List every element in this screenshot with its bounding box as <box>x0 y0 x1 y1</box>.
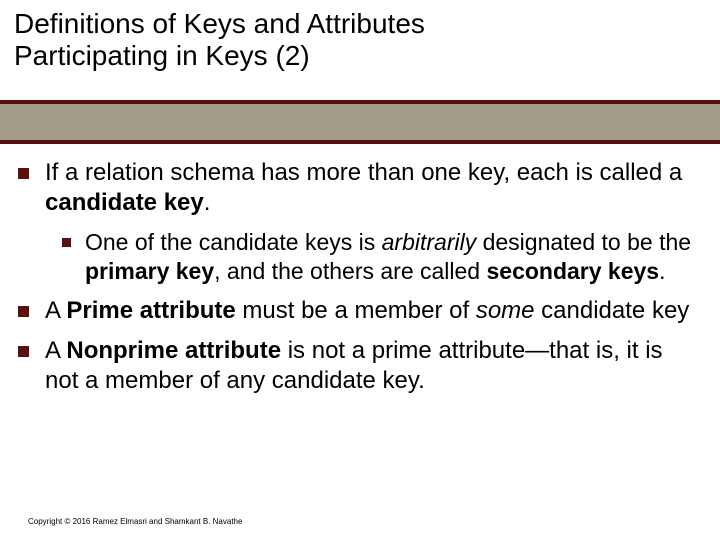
slide-body: If a relation schema has more than one k… <box>18 158 702 406</box>
text-run: , and the others are called <box>214 258 486 284</box>
bullet-text: A Prime attribute must be a member of so… <box>45 296 689 326</box>
sub-bullet-group: One of the candidate keys is arbitrarily… <box>62 228 702 286</box>
text-bold: Nonprime attribute <box>66 337 281 364</box>
text-run: . <box>659 258 665 284</box>
bullet-item-2: A Prime attribute must be a member of so… <box>18 296 702 326</box>
text-run: If a relation schema has more than one k… <box>45 159 682 186</box>
text-run: A <box>45 337 66 364</box>
text-bold: Prime attribute <box>66 297 235 324</box>
square-bullet-icon <box>62 238 71 247</box>
text-run: designated to be the <box>476 229 691 255</box>
title-line-2: Participating in Keys (2) <box>14 40 706 72</box>
slide: Definitions of Keys and Attributes Parti… <box>0 0 720 540</box>
text-italic: arbitrarily <box>382 229 477 255</box>
text-bold: candidate key <box>45 189 204 216</box>
square-bullet-icon <box>18 346 29 357</box>
bullet-item-3: A Nonprime attribute is not a prime attr… <box>18 336 702 396</box>
text-run: A <box>45 297 66 324</box>
square-bullet-icon <box>18 168 29 179</box>
text-bold: primary key <box>85 258 214 284</box>
text-bold: secondary keys <box>486 258 659 284</box>
slide-title: Definitions of Keys and Attributes Parti… <box>0 0 720 82</box>
bullet-item-1-1: One of the candidate keys is arbitrarily… <box>62 228 702 286</box>
text-italic: some <box>476 297 535 324</box>
bullet-item-1: If a relation schema has more than one k… <box>18 158 702 218</box>
accent-strip <box>0 100 720 144</box>
copyright-text: Copyright © 2016 Ramez Elmasri and Shamk… <box>28 517 242 526</box>
text-run: candidate key <box>535 297 690 324</box>
bullet-text: One of the candidate keys is arbitrarily… <box>85 228 702 286</box>
text-run: One of the candidate keys is <box>85 229 382 255</box>
text-run: must be a member of <box>236 297 476 324</box>
square-bullet-icon <box>18 306 29 317</box>
bullet-text: A Nonprime attribute is not a prime attr… <box>45 336 702 396</box>
text-run: . <box>204 189 211 216</box>
title-line-1: Definitions of Keys and Attributes <box>14 8 706 40</box>
bullet-text: If a relation schema has more than one k… <box>45 158 702 218</box>
